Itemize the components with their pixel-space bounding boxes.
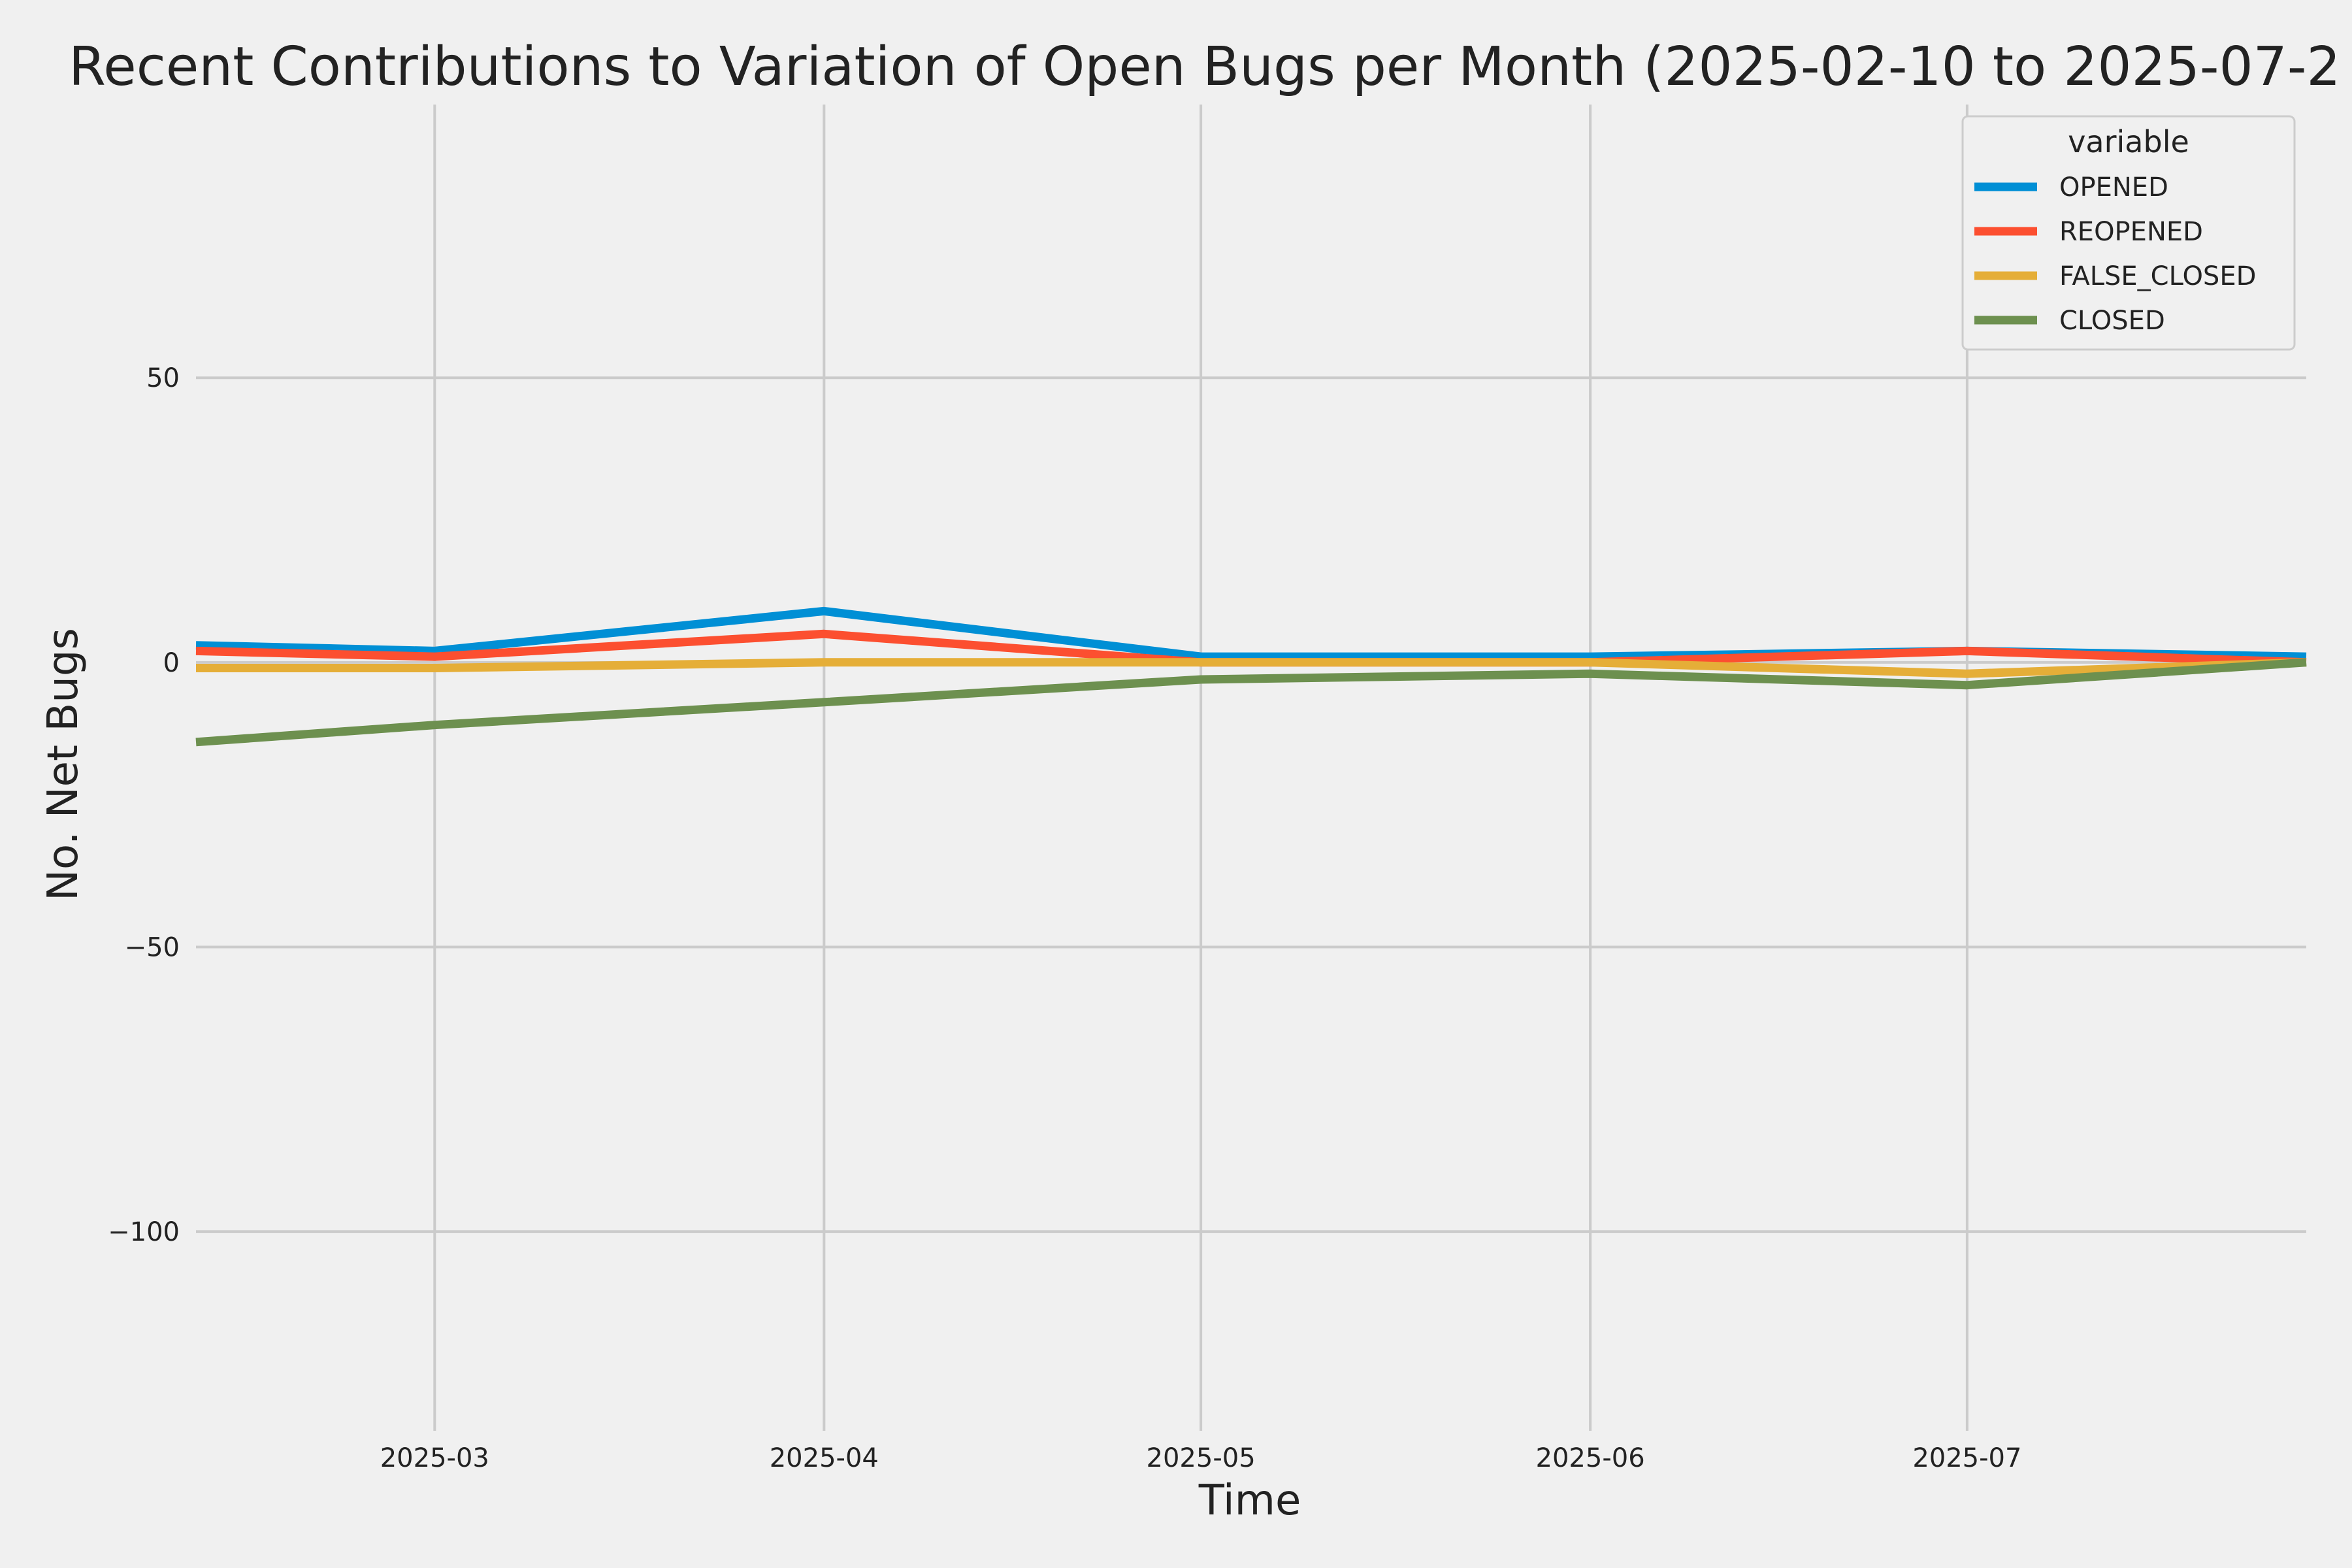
x-tick-label: 2025-07: [1912, 1443, 2021, 1473]
x-axis-label: Time: [1198, 1477, 1301, 1525]
y-tick-label: −100: [108, 1217, 180, 1247]
y-tick-label: 50: [146, 363, 180, 393]
legend-label: CLOSED: [2059, 306, 2165, 336]
legend-box: [1961, 115, 2296, 351]
legend-items: OPENED REOPENED FALSE_CLOSED CLOSED: [1974, 172, 2256, 336]
x-tick-label: 2025-06: [1536, 1443, 1645, 1473]
legend-label: REOPENED: [2059, 217, 2203, 247]
legend-label: FALSE_CLOSED: [2059, 261, 2256, 291]
legend: variable OPENED REOPENED FALSE_CLOSED CLOSE…: [1961, 115, 2296, 351]
y-tick-label: −50: [125, 932, 180, 962]
grid-lines: [196, 105, 2306, 1431]
series-line-closed: [195, 658, 2307, 747]
y-tick-label: 0: [163, 648, 180, 678]
chart-title: Recent Contributions to Variation of Ope…: [69, 36, 2341, 98]
tick-labels: 2025-03 2025-04 2025-05 2025-06 2025-07 50 0 −5…: [108, 363, 2021, 1473]
x-tick-label: 2025-04: [770, 1443, 879, 1473]
x-tick-label: 2025-03: [380, 1443, 489, 1473]
series-line-false-closed: [196, 658, 2307, 678]
x-tick-label: 2025-05: [1147, 1443, 1256, 1473]
legend-title: variable: [2068, 124, 2189, 159]
series-lines: [195, 606, 2307, 747]
legend-label: OPENED: [2059, 172, 2168, 203]
y-axis-label: No. Net Bugs: [39, 628, 88, 901]
